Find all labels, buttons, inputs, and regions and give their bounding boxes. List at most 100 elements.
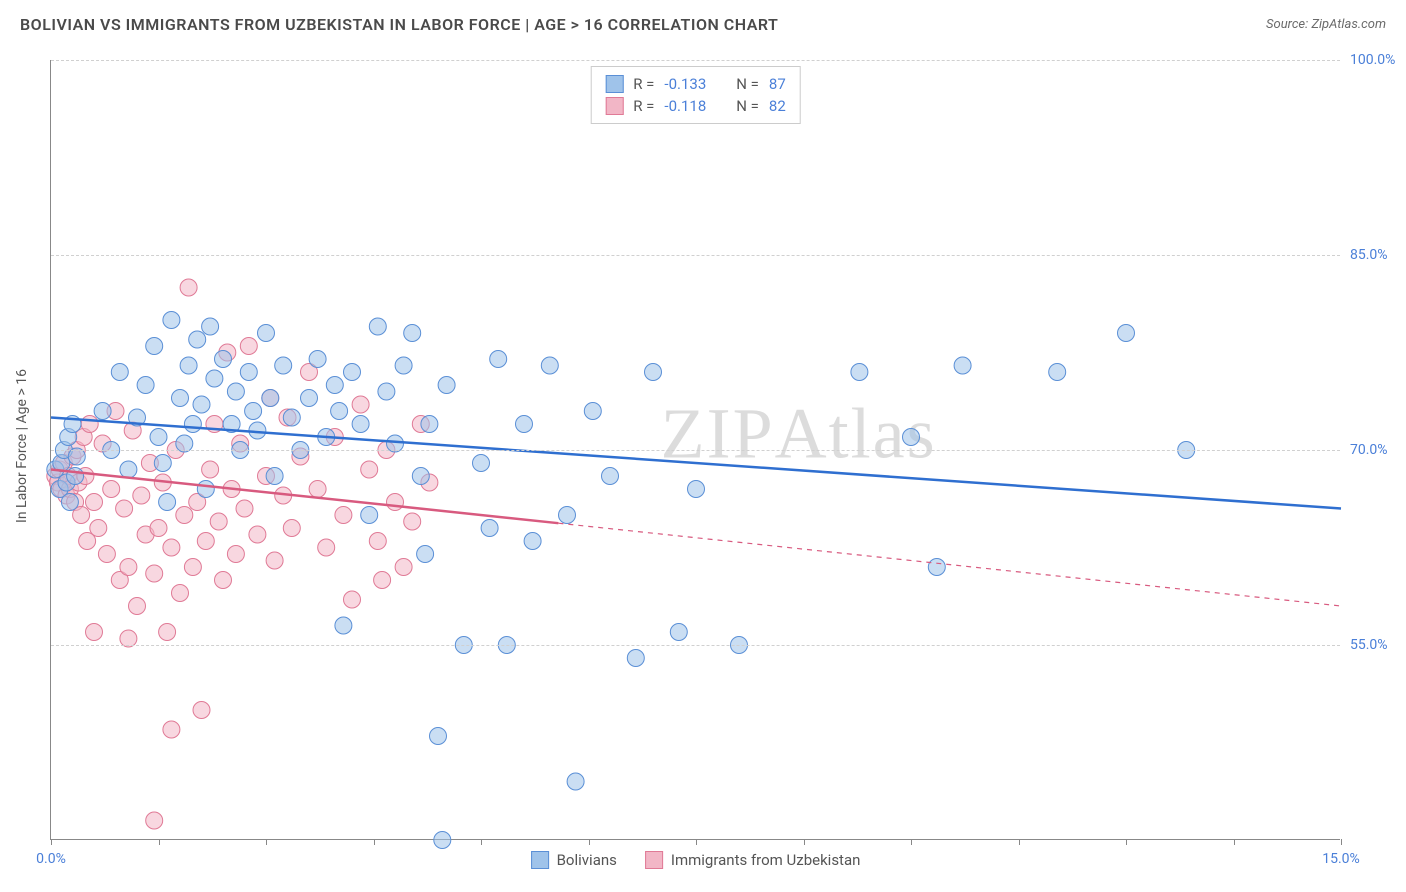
scatter-point-bolivians bbox=[361, 507, 378, 524]
scatter-point-bolivians bbox=[645, 364, 662, 381]
r-label-uzbekistan: R = bbox=[633, 97, 654, 115]
scatter-point-uzbekistan bbox=[81, 416, 98, 433]
legend-item-uzbekistan: Immigrants from Uzbekistan bbox=[645, 851, 861, 869]
gridline-h bbox=[51, 60, 1340, 61]
scatter-point-uzbekistan bbox=[98, 546, 115, 563]
scatter-point-bolivians bbox=[417, 546, 434, 563]
scatter-point-uzbekistan bbox=[266, 552, 283, 569]
scatter-point-bolivians bbox=[434, 832, 451, 849]
scatter-point-bolivians bbox=[369, 318, 386, 335]
scatter-point-bolivians bbox=[172, 390, 189, 407]
n-label-bolivians: N = bbox=[736, 75, 759, 93]
x-tick bbox=[159, 839, 160, 845]
scatter-point-uzbekistan bbox=[309, 481, 326, 498]
plot-area: ZIPAtlas R = -0.133 N = 87 R = -0.118 N … bbox=[50, 60, 1340, 840]
scatter-point-bolivians bbox=[240, 364, 257, 381]
stats-row-uzbekistan: R = -0.118 N = 82 bbox=[605, 95, 786, 117]
scatter-point-bolivians bbox=[180, 357, 197, 374]
x-tick bbox=[589, 839, 590, 845]
chart-header: BOLIVIAN VS IMMIGRANTS FROM UZBEKISTAN I… bbox=[0, 0, 1406, 48]
scatter-point-uzbekistan bbox=[387, 494, 404, 511]
scatter-point-bolivians bbox=[524, 533, 541, 550]
scatter-point-bolivians bbox=[490, 351, 507, 368]
y-tick-label: 100.0% bbox=[1350, 52, 1406, 68]
x-tick-label-left: 0.0% bbox=[36, 851, 66, 867]
scatter-point-bolivians bbox=[903, 429, 920, 446]
n-label-uzbekistan: N = bbox=[736, 97, 759, 115]
scatter-point-uzbekistan bbox=[236, 500, 253, 517]
scatter-point-bolivians bbox=[197, 481, 214, 498]
x-tick bbox=[51, 839, 52, 845]
scatter-point-uzbekistan bbox=[133, 487, 150, 504]
scatter-point-bolivians bbox=[473, 455, 490, 472]
scatter-point-uzbekistan bbox=[249, 526, 266, 543]
gridline-h bbox=[51, 255, 1340, 256]
scatter-point-bolivians bbox=[335, 617, 352, 634]
scatter-point-bolivians bbox=[584, 403, 601, 420]
scatter-point-uzbekistan bbox=[193, 702, 210, 719]
r-value-uzbekistan: -0.118 bbox=[664, 97, 706, 115]
y-axis-label: In Labor Force | Age > 16 bbox=[14, 369, 30, 523]
scatter-point-uzbekistan bbox=[361, 461, 378, 478]
scatter-point-uzbekistan bbox=[90, 520, 107, 537]
scatter-point-uzbekistan bbox=[374, 572, 391, 589]
scatter-point-uzbekistan bbox=[215, 572, 232, 589]
scatter-point-bolivians bbox=[344, 364, 361, 381]
scatter-point-bolivians bbox=[481, 520, 498, 537]
scatter-point-bolivians bbox=[559, 507, 576, 524]
x-tick-label-right: 15.0% bbox=[1322, 851, 1360, 867]
scatter-point-bolivians bbox=[258, 325, 275, 342]
scatter-point-bolivians bbox=[61, 494, 78, 511]
scatter-point-uzbekistan bbox=[202, 461, 219, 478]
scatter-point-bolivians bbox=[438, 377, 455, 394]
scatter-point-uzbekistan bbox=[395, 559, 412, 576]
scatter-point-uzbekistan bbox=[150, 520, 167, 537]
scatter-point-uzbekistan bbox=[176, 507, 193, 524]
scatter-point-bolivians bbox=[202, 318, 219, 335]
y-tick-label: 70.0% bbox=[1350, 442, 1406, 458]
scatter-point-bolivians bbox=[215, 351, 232, 368]
x-tick bbox=[481, 839, 482, 845]
scatter-point-uzbekistan bbox=[184, 559, 201, 576]
scatter-point-uzbekistan bbox=[344, 591, 361, 608]
n-value-uzbekistan: 82 bbox=[769, 97, 786, 115]
scatter-point-bolivians bbox=[206, 370, 223, 387]
scatter-point-bolivians bbox=[378, 383, 395, 400]
scatter-point-uzbekistan bbox=[197, 533, 214, 550]
stats-row-bolivians: R = -0.133 N = 87 bbox=[605, 73, 786, 95]
scatter-point-bolivians bbox=[120, 461, 137, 478]
scatter-point-bolivians bbox=[111, 364, 128, 381]
scatter-point-bolivians bbox=[137, 377, 154, 394]
scatter-point-bolivians bbox=[159, 494, 176, 511]
scatter-point-uzbekistan bbox=[116, 500, 133, 517]
scatter-point-bolivians bbox=[430, 728, 447, 745]
r-value-bolivians: -0.133 bbox=[664, 75, 706, 93]
scatter-point-bolivians bbox=[928, 559, 945, 576]
scatter-point-uzbekistan bbox=[369, 533, 386, 550]
bottom-legend: Bolivians Immigrants from Uzbekistan bbox=[531, 851, 861, 869]
chart-title: BOLIVIAN VS IMMIGRANTS FROM UZBEKISTAN I… bbox=[20, 15, 778, 34]
scatter-point-bolivians bbox=[412, 468, 429, 485]
scatter-point-bolivians bbox=[283, 409, 300, 426]
source-attribution: Source: ZipAtlas.com bbox=[1266, 17, 1386, 32]
scatter-point-bolivians bbox=[266, 468, 283, 485]
gridline-h bbox=[51, 450, 1340, 451]
scatter-point-bolivians bbox=[150, 429, 167, 446]
scatter-point-uzbekistan bbox=[159, 624, 176, 641]
scatter-point-uzbekistan bbox=[129, 598, 146, 615]
scatter-point-uzbekistan bbox=[86, 494, 103, 511]
swatch-uzbekistan-icon bbox=[645, 851, 663, 869]
scatter-point-uzbekistan bbox=[240, 338, 257, 355]
scatter-point-bolivians bbox=[193, 396, 210, 413]
scatter-point-uzbekistan bbox=[283, 520, 300, 537]
x-tick bbox=[266, 839, 267, 845]
x-tick bbox=[1019, 839, 1020, 845]
scatter-point-bolivians bbox=[309, 351, 326, 368]
scatter-point-bolivians bbox=[1118, 325, 1135, 342]
y-tick-label: 85.0% bbox=[1350, 247, 1406, 263]
swatch-bolivians bbox=[605, 75, 623, 93]
scatter-point-uzbekistan bbox=[163, 539, 180, 556]
scatter-point-bolivians bbox=[245, 403, 262, 420]
scatter-point-uzbekistan bbox=[172, 585, 189, 602]
source-name: ZipAtlas.com bbox=[1311, 17, 1386, 32]
